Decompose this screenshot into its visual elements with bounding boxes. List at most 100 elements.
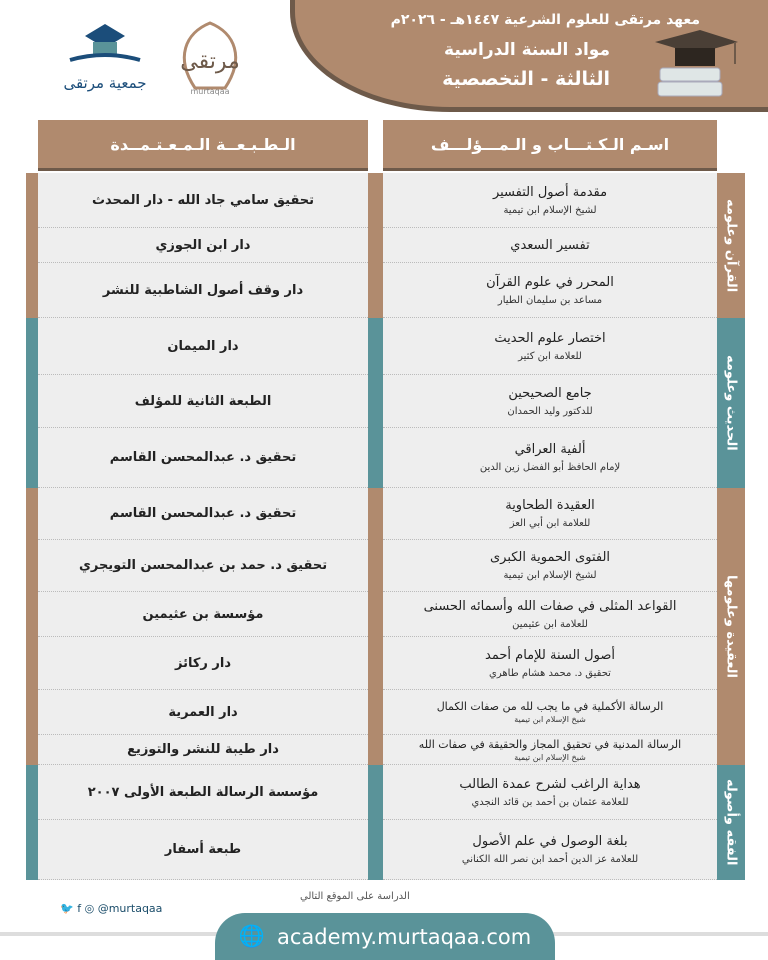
book-author: للعلامة ابن كثير bbox=[518, 350, 582, 362]
book-title: مقدمة أصول التفسير bbox=[492, 184, 608, 200]
book-cell: أصول السنة للإمام أحمد تحقيق د. محمد هشام… bbox=[383, 637, 717, 690]
book-title: القواعد المثلى في صفات الله وأسمائه الحس… bbox=[423, 598, 677, 614]
book-title: جامع الصحيحين bbox=[508, 385, 592, 401]
book-author: شيخ الإسلام ابن تيمية bbox=[514, 715, 586, 724]
table-row: الرسالة الأكملية في ما يجب لله من صفات ا… bbox=[26, 690, 745, 735]
table-row: هداية الراغب لشرح عمدة الطالب للعلامة عثم… bbox=[26, 765, 745, 820]
book-cell: ألفية العراقي لإمام الحافظ أبو الفضل زين … bbox=[383, 428, 717, 488]
table-row: تفسير السعدي دار ابن الجوزي bbox=[26, 228, 745, 263]
table-row: بلغة الوصول في علم الأصول للعلامة عز الدي… bbox=[26, 820, 745, 880]
book-title: الفتوى الحموية الكبرى bbox=[489, 550, 611, 565]
table-row: ألفية العراقي لإمام الحافظ أبو الفضل زين … bbox=[26, 428, 745, 488]
book-title: هداية الراغب لشرح عمدة الطالب bbox=[459, 776, 641, 792]
book-cell: بلغة الوصول في علم الأصول للعلامة عز الدي… bbox=[383, 820, 717, 880]
facebook-icon[interactable]: f bbox=[73, 902, 85, 915]
edition-cell: مؤسسة الرسالة الطبعة الأولى ٢٠٠٧ bbox=[38, 765, 368, 820]
edition-cell: مؤسسة بن عثيمين bbox=[38, 592, 368, 637]
edition-cell: تحقيق د. عبدالمحسن القاسم bbox=[38, 428, 368, 488]
book-title: العقيدة الطحاوية bbox=[505, 498, 595, 513]
book-cell: الرسالة المدنية في تحقيق المجاز والحقيقة… bbox=[383, 735, 717, 765]
table-row: الفتوى الحموية الكبرى لشيخ الإسلام ابن تي… bbox=[26, 540, 745, 592]
book-author: لشيخ الإسلام ابن تيمية bbox=[503, 204, 597, 216]
social-handle: @murtaqaa bbox=[97, 902, 163, 915]
website-link[interactable]: 🌐 academy.murtaqaa.com bbox=[215, 913, 555, 960]
book-author: للعلامة ابن أبي العز bbox=[509, 518, 591, 529]
institute-name: معهد مرتقى للعلوم الشرعية ١٤٤٧هـ - ٢٠٢٦م bbox=[390, 12, 700, 28]
book-title: ألفية العراقي bbox=[514, 442, 586, 457]
page-subtitle: الثالثة - التخصصية bbox=[442, 68, 610, 90]
section-name: القرآن وعلومه bbox=[723, 198, 739, 293]
table-row: المحرر في علوم القرآن مساعد بن سليمان الط… bbox=[26, 263, 745, 318]
instagram-icon[interactable]: ◎ bbox=[84, 902, 98, 915]
table-row: أصول السنة للإمام أحمد تحقيق د. محمد هشام… bbox=[26, 637, 745, 690]
book-cell: تفسير السعدي bbox=[383, 228, 717, 263]
edition-cell: طبعة أسفار bbox=[38, 820, 368, 880]
svg-text:murtaqaa: murtaqaa bbox=[190, 87, 229, 96]
edition-cell: دار العمرية bbox=[38, 690, 368, 735]
book-author: شيخ الإسلام ابن تيمية bbox=[514, 752, 586, 762]
book-title: أصول السنة للإمام أحمد bbox=[485, 647, 615, 663]
book-title: الرسالة المدنية في تحقيق المجاز والحقيقة… bbox=[418, 737, 682, 751]
book-author: للدكتور وليد الحمدان bbox=[507, 405, 593, 417]
book-author: لشيخ الإسلام ابن تيمية bbox=[503, 570, 597, 581]
footer-note: الدراسة على الموقع التالي bbox=[300, 891, 410, 902]
section-name: العقيدة وعلومها bbox=[723, 575, 739, 678]
section-label: العقيدة وعلومها bbox=[717, 488, 745, 765]
edition-cell: دار ركائز bbox=[38, 637, 368, 690]
book-cell: المحرر في علوم القرآن مساعد بن سليمان الط… bbox=[383, 263, 717, 318]
column-header-edition: الـطـبـعــة الـمـعـتـمــدة bbox=[38, 120, 368, 168]
table-row: جامع الصحيحين للدكتور وليد الحمدان الطبعة … bbox=[26, 375, 745, 428]
association-logo: جمعية مرتقى bbox=[55, 22, 155, 97]
book-cell: الرسالة الأكملية في ما يجب لله من صفات ا… bbox=[383, 690, 717, 735]
svg-text:مرتقى: مرتقى bbox=[180, 49, 240, 74]
book-cell: جامع الصحيحين للدكتور وليد الحمدان bbox=[383, 375, 717, 428]
section-strip bbox=[26, 173, 38, 318]
section-strip bbox=[26, 318, 38, 488]
social-links[interactable]: 🐦 f ◎ @murtaqaa bbox=[60, 902, 162, 915]
murtaqa-logo: مرتقى murtaqaa bbox=[165, 18, 255, 98]
book-author: للعلامة ابن عثيمين bbox=[512, 618, 588, 630]
table-row: الرسالة المدنية في تحقيق المجاز والحقيقة… bbox=[26, 735, 745, 765]
page-title: مواد السنة الدراسية bbox=[444, 40, 610, 60]
edition-cell: دار الميمان bbox=[38, 318, 368, 375]
table-row: العقيدة الطحاوية للعلامة ابن أبي العز تحقي… bbox=[26, 488, 745, 540]
column-header-book: اسـم الـكـتـــاب و الـمـــؤلـــف bbox=[383, 120, 717, 168]
book-cell: هداية الراغب لشرح عمدة الطالب للعلامة عثم… bbox=[383, 765, 717, 820]
section-name: الفقه وأصوله bbox=[723, 779, 739, 866]
edition-cell: تحقيق د. حمد بن عبدالمحسن التويجري bbox=[38, 540, 368, 592]
section-strip bbox=[368, 173, 383, 318]
book-title: اختصار علوم الحديث bbox=[494, 330, 606, 346]
edition-cell: الطبعة الثانية للمؤلف bbox=[38, 375, 368, 428]
section-label: القرآن وعلومه bbox=[717, 173, 745, 318]
edition-cell: دار طيبة للنشر والتوزيع bbox=[38, 735, 368, 765]
book-cell: القواعد المثلى في صفات الله وأسمائه الحس… bbox=[383, 592, 717, 637]
book-author: مساعد بن سليمان الطيار bbox=[497, 294, 603, 306]
edition-cell: تحقيق سامي جاد الله - دار المحدث bbox=[38, 173, 368, 228]
table-row: اختصار علوم الحديث للعلامة ابن كثير دار ال… bbox=[26, 318, 745, 375]
book-author: للعلامة عثمان بن أحمد بن قائد النجدي bbox=[471, 796, 629, 808]
section-strip bbox=[368, 318, 383, 488]
table-row: القواعد المثلى في صفات الله وأسمائه الحس… bbox=[26, 592, 745, 637]
section-label: الحديث وعلومه bbox=[717, 318, 745, 488]
table-row: مقدمة أصول التفسير لشيخ الإسلام ابن تيمية… bbox=[26, 173, 745, 228]
book-title: الرسالة الأكملية في ما يجب لله من صفات ا… bbox=[436, 700, 664, 713]
svg-text:جمعية مرتقى: جمعية مرتقى bbox=[63, 74, 146, 92]
section-label: الفقه وأصوله bbox=[717, 765, 745, 880]
section-strip bbox=[26, 488, 38, 765]
book-title: تفسير السعدي bbox=[510, 237, 590, 253]
website-url: academy.murtaqaa.com bbox=[276, 924, 532, 949]
twitter-icon[interactable]: 🐦 bbox=[60, 902, 74, 915]
edition-cell: دار ابن الجوزي bbox=[38, 228, 368, 263]
book-author: تحقيق د. محمد هشام طاهري bbox=[489, 667, 611, 679]
edition-cell: دار وقف أصول الشاطبية للنشر bbox=[38, 263, 368, 318]
book-title: بلغة الوصول في علم الأصول bbox=[472, 834, 628, 849]
book-cell: العقيدة الطحاوية للعلامة ابن أبي العز bbox=[383, 488, 717, 540]
edition-cell: تحقيق د. عبدالمحسن القاسم bbox=[38, 488, 368, 540]
section-strip bbox=[26, 765, 38, 880]
section-strip bbox=[368, 765, 383, 880]
book-author: للعلامة عز الدين أحمد ابن نصر الله الكنا… bbox=[461, 854, 639, 865]
section-name: الحديث وعلومه bbox=[723, 355, 739, 451]
book-cell: اختصار علوم الحديث للعلامة ابن كثير bbox=[383, 318, 717, 375]
globe-icon: 🌐 bbox=[238, 924, 265, 948]
graduation-cap-icon bbox=[655, 30, 738, 97]
